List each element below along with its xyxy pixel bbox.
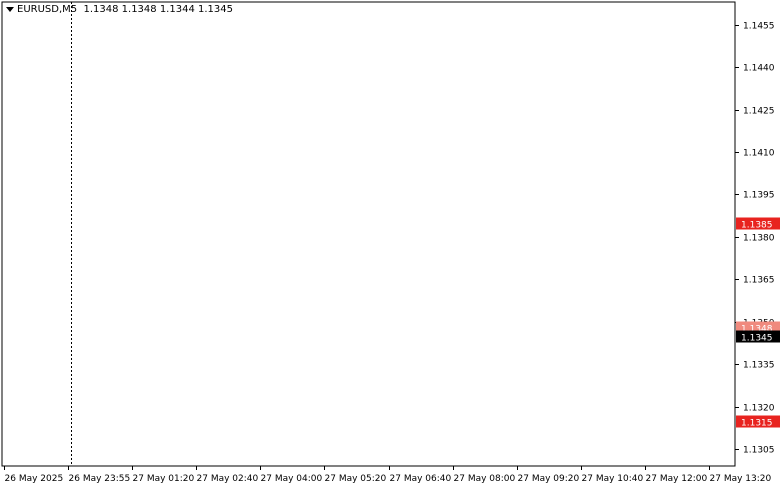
current-price-tag-text: 1.1345 <box>741 334 773 344</box>
current-price-tag <box>736 330 780 343</box>
x-tick-label: 27 May 06:40 <box>390 474 452 484</box>
x-tick-label: 27 May 13:20 <box>710 474 772 484</box>
chart-header: EURUSD,M5 1.1348 1.1348 1.1344 1.1345 <box>6 4 233 15</box>
level-tag-1-1385 <box>736 217 780 230</box>
x-tick-label: 27 May 12:00 <box>646 474 708 484</box>
ohlc-readout: 1.1348 1.1348 1.1344 1.1345 <box>83 4 233 15</box>
x-tick-label: 26 May 23:55 <box>69 474 131 484</box>
x-tick-label: 27 May 01:20 <box>133 474 195 484</box>
x-tick-label: 27 May 08:00 <box>454 474 516 484</box>
y-tick-label: 1.1410 <box>743 149 775 159</box>
y-tick-label: 1.1365 <box>743 276 775 286</box>
plot-frame <box>1 1 736 467</box>
x-tick-label: 27 May 10:40 <box>582 474 644 484</box>
x-tick-label: 27 May 05:20 <box>325 474 387 484</box>
symbol-dropdown-icon[interactable] <box>6 6 14 12</box>
y-tick-label: 1.1395 <box>743 191 775 201</box>
y-tick-label: 1.1305 <box>743 446 775 456</box>
y-tick-label: 1.1455 <box>743 22 775 32</box>
level-tag-1-1315 <box>736 415 780 428</box>
y-tick-label: 1.1335 <box>743 361 775 371</box>
x-tick-label: 27 May 02:40 <box>197 474 259 484</box>
y-tick-label: 1.1425 <box>743 107 775 117</box>
x-tick-label: 26 May 2025 <box>5 474 64 484</box>
level-tag-text: 1.1348 <box>741 325 773 335</box>
y-tick-label: 1.1320 <box>743 404 775 414</box>
x-tick-label: 27 May 09:20 <box>518 474 580 484</box>
symbol-label: EURUSD,M5 <box>17 4 78 15</box>
level-tag-text: 1.1315 <box>741 419 773 429</box>
x-tick-label: 27 May 04:00 <box>261 474 323 484</box>
level-tag-text: 1.1385 <box>741 221 773 231</box>
y-tick-label: 1.1380 <box>743 234 775 244</box>
y-tick-label: 1.1440 <box>743 64 775 74</box>
